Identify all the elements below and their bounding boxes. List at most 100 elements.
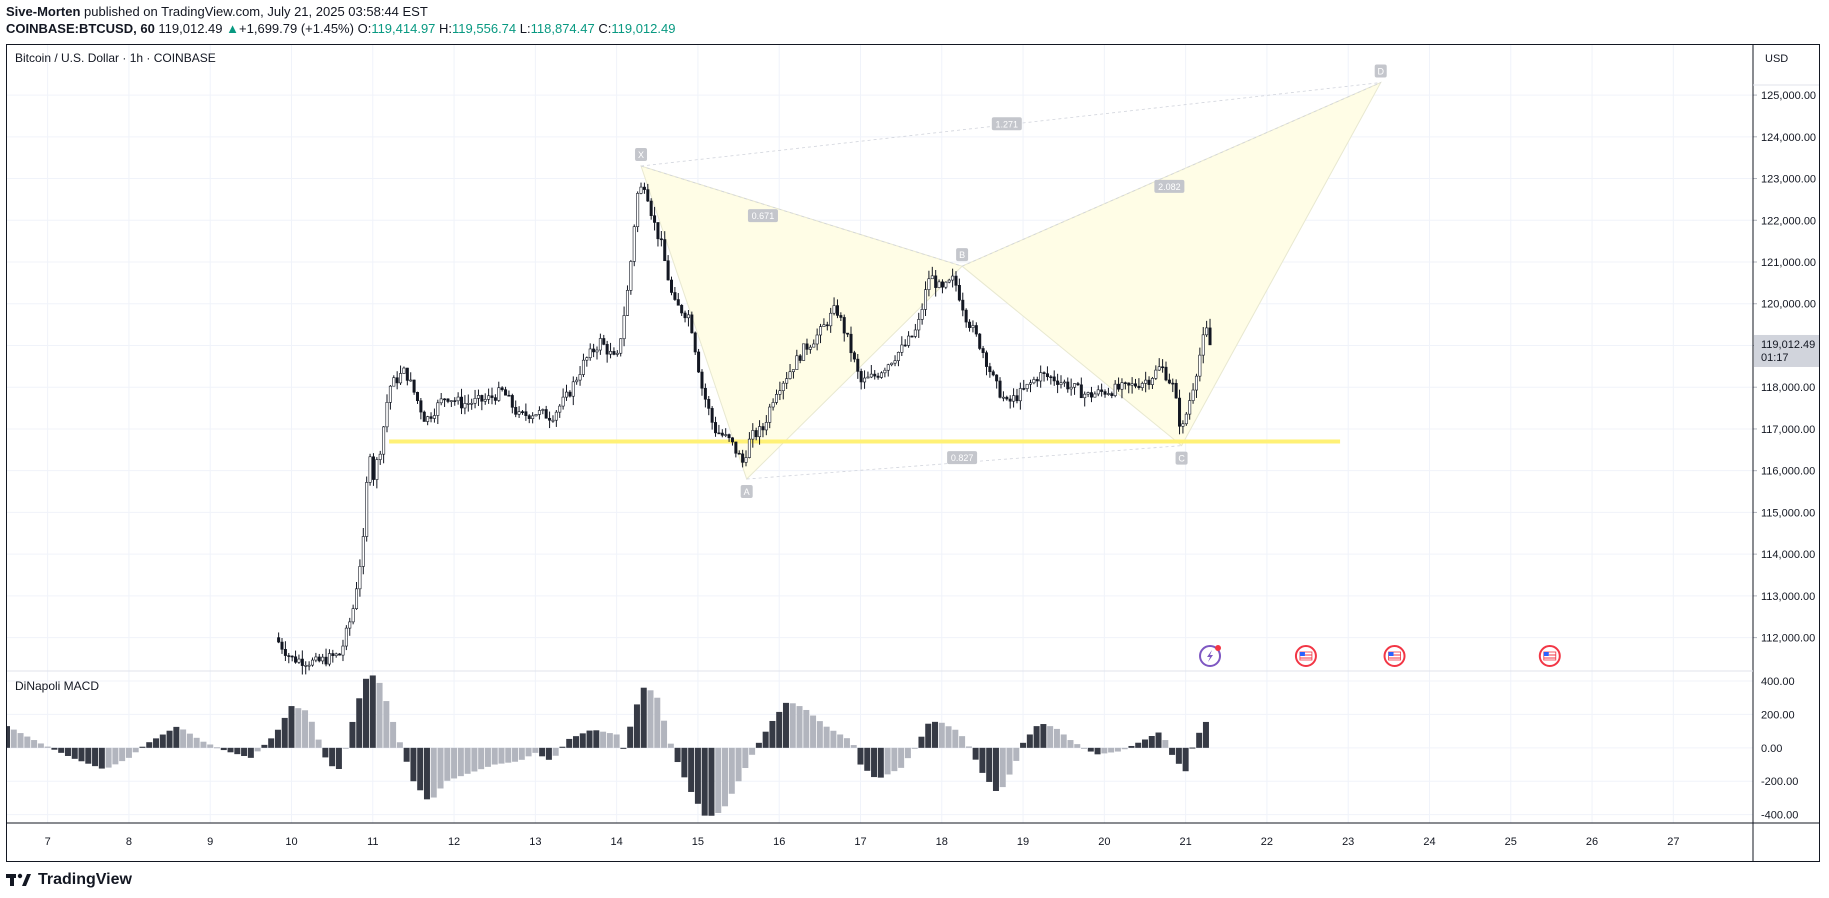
candle	[1012, 388, 1016, 408]
candle-body	[1110, 393, 1114, 396]
candle	[1191, 383, 1195, 404]
candle	[1001, 391, 1005, 402]
tradingview-logo[interactable]: TradingView	[6, 868, 132, 892]
candle-body	[863, 377, 867, 383]
candle	[344, 625, 348, 651]
candle	[988, 362, 992, 378]
macd-bar	[674, 747, 681, 763]
macd-bar	[417, 747, 424, 791]
macd-bar	[1128, 745, 1135, 748]
candle-body	[409, 379, 413, 382]
candle	[1052, 370, 1056, 386]
candle	[920, 303, 924, 325]
time-tick-label: 16	[773, 836, 785, 848]
candle-body	[788, 371, 792, 379]
candle	[768, 403, 772, 429]
candle-body	[1022, 388, 1026, 390]
candle	[1110, 391, 1114, 399]
candle-body	[815, 334, 819, 345]
candle	[426, 415, 430, 426]
macd-bar	[688, 747, 695, 792]
candle	[368, 453, 372, 486]
candle	[954, 271, 958, 292]
macd-bar	[1060, 734, 1067, 748]
candle-body	[480, 395, 484, 402]
macd-tick-label: -400.00	[1761, 810, 1798, 822]
candle	[1069, 378, 1073, 396]
candle	[930, 266, 934, 280]
candle	[1205, 320, 1209, 337]
macd-bar	[193, 737, 200, 748]
candle-body	[304, 665, 308, 667]
candle	[1008, 395, 1012, 409]
candle	[382, 426, 386, 464]
macd-bar	[24, 736, 31, 748]
candle-body	[676, 299, 680, 306]
macd-bar	[904, 747, 911, 759]
macd-bar	[1135, 742, 1142, 748]
candle	[751, 423, 755, 448]
candle-body	[944, 281, 948, 288]
macd-bar	[139, 746, 146, 748]
macd-tick-label: 200.00	[1761, 709, 1795, 721]
candle	[924, 281, 928, 317]
candle-body	[1150, 378, 1154, 385]
candle	[277, 632, 281, 644]
candle-body	[1069, 386, 1073, 390]
candle	[730, 437, 734, 446]
price-tick-label: 121,000.00	[1761, 257, 1816, 269]
candle-body	[802, 343, 806, 361]
candle	[602, 334, 606, 346]
macd-bar	[965, 746, 972, 748]
chart-canvas[interactable]: 112,000.00 113,000.00 114,000.00 115,000.00…	[7, 45, 1819, 861]
macd-bar	[7, 726, 10, 748]
macd-bar	[410, 747, 417, 782]
candle-body	[791, 369, 795, 373]
candle-body	[1059, 382, 1063, 385]
macd-bar	[938, 722, 945, 748]
pattern-point-badge	[1374, 64, 1387, 78]
candle	[399, 365, 403, 386]
candle	[951, 268, 955, 288]
candle-body	[903, 344, 907, 347]
candle	[327, 649, 331, 667]
candle	[1083, 391, 1087, 407]
price-tick-label: 124,000.00	[1761, 132, 1816, 144]
candle-body	[1140, 383, 1144, 388]
macd-bar	[661, 720, 668, 748]
author-name[interactable]: Sive-Morten	[6, 4, 81, 19]
candle-body	[568, 391, 572, 397]
macd-bar	[552, 747, 559, 756]
macd-bar	[98, 747, 105, 769]
time-tick-label: 21	[1180, 836, 1192, 848]
candle	[324, 648, 328, 667]
macd-bar	[823, 726, 830, 748]
candle	[1181, 420, 1185, 434]
candle-body	[856, 358, 860, 372]
macd-bar	[1148, 736, 1155, 748]
candle-body	[415, 391, 419, 402]
candle-body	[1025, 383, 1029, 389]
candle-body	[314, 656, 318, 661]
time-tick-label: 11	[367, 836, 378, 848]
candle-body	[758, 426, 762, 438]
macd-bar	[606, 733, 613, 748]
candle-body	[988, 366, 992, 373]
candle-body	[700, 371, 704, 389]
candle-body	[785, 378, 789, 384]
candle-body	[297, 658, 301, 663]
chart-frame[interactable]: 112,000.00 113,000.00 114,000.00 115,000.00…	[6, 44, 1820, 862]
pattern-ratio-badge	[991, 117, 1022, 131]
candle	[879, 371, 883, 379]
publish-info: published on TradingView.com, July 21, 2…	[84, 4, 428, 19]
macd-bar	[1114, 747, 1121, 752]
candle	[1150, 376, 1154, 389]
candle	[961, 292, 965, 317]
candle	[1042, 371, 1046, 382]
candle-body	[893, 360, 897, 364]
candle-body	[365, 482, 369, 537]
candle	[443, 398, 447, 407]
candle-body	[703, 387, 707, 400]
candle	[741, 449, 745, 468]
candle-body	[693, 332, 697, 353]
